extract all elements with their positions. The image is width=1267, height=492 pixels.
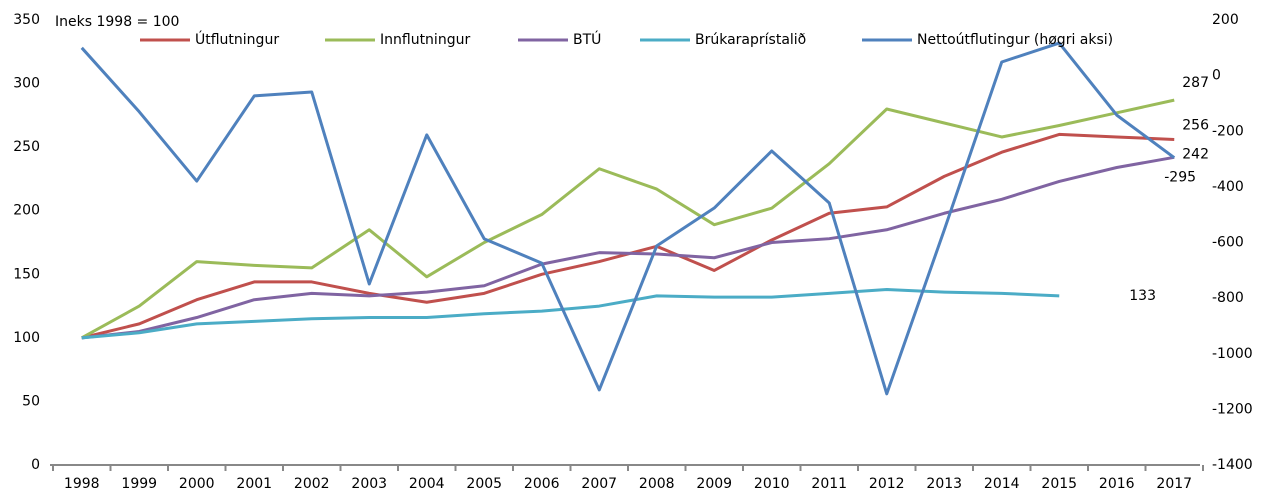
- series-line: [80, 41, 1176, 396]
- x-tick-label: 2009: [696, 476, 732, 492]
- x-tick-label: 2013: [926, 476, 962, 492]
- y-tick-label: 300: [13, 76, 40, 92]
- x-tick-label: 2004: [409, 476, 445, 492]
- data-label: 256: [1182, 118, 1209, 134]
- x-tick-label: 2003: [351, 476, 387, 492]
- x-tick-label: 2007: [581, 476, 617, 492]
- y2-tick-label: -400: [1212, 179, 1244, 195]
- y-tick-label: 350: [13, 12, 40, 28]
- x-tick-label: 2002: [294, 476, 330, 492]
- legend-label: BTÚ: [573, 30, 601, 48]
- data-label: 133: [1129, 288, 1156, 304]
- y2-tick-label: -1000: [1212, 346, 1253, 362]
- x-tick-label: 2011: [811, 476, 847, 492]
- series-line: [81, 98, 1175, 340]
- data-label: 287: [1182, 75, 1209, 91]
- y-tick-label: 150: [13, 266, 40, 282]
- y2-tick-label: 200: [1212, 12, 1239, 28]
- y2-tick-label: -800: [1212, 290, 1244, 306]
- annotation: Ineks 1998 = 100: [55, 14, 179, 30]
- series-line: [81, 288, 1060, 340]
- series-line: [81, 132, 1175, 340]
- data-label: 242: [1182, 146, 1209, 162]
- y2-tick-label: 0: [1212, 68, 1221, 84]
- y-tick-label: 250: [13, 139, 40, 155]
- y-tick-label: 0: [31, 457, 40, 473]
- series-line: [81, 155, 1175, 340]
- x-tick-label: 2016: [1099, 476, 1135, 492]
- y2-tick-label: -600: [1212, 235, 1244, 251]
- y-tick-label: 50: [22, 393, 40, 409]
- x-tick-label: 2001: [236, 476, 272, 492]
- x-tick-label: 1998: [64, 476, 100, 492]
- x-tick-label: 2017: [1156, 476, 1192, 492]
- x-tick-label: 2010: [754, 476, 790, 492]
- y-tick-label: 100: [13, 330, 40, 346]
- y2-tick-label: -200: [1212, 123, 1244, 139]
- x-tick-label: 2005: [466, 476, 502, 492]
- legend-label: Nettoútflutingur (høgri aksi): [917, 32, 1113, 48]
- legend-label: Brúkaraprístalið: [695, 32, 806, 48]
- x-tick-label: 2015: [1041, 476, 1077, 492]
- y-tick-label: 200: [13, 203, 40, 219]
- y2-tick-label: -1200: [1212, 401, 1253, 417]
- x-tick-label: 2008: [639, 476, 675, 492]
- x-tick-label: 2014: [984, 476, 1020, 492]
- y2-tick-label: -1400: [1212, 457, 1253, 473]
- x-tick-label: 1999: [121, 476, 157, 492]
- x-tick-label: 2012: [869, 476, 905, 492]
- legend-label: Útflutningur: [195, 30, 279, 48]
- legend-label: Innflutningur: [380, 32, 470, 48]
- data-label: -295: [1164, 170, 1196, 186]
- x-tick-label: 2000: [179, 476, 215, 492]
- x-tick-label: 2006: [524, 476, 560, 492]
